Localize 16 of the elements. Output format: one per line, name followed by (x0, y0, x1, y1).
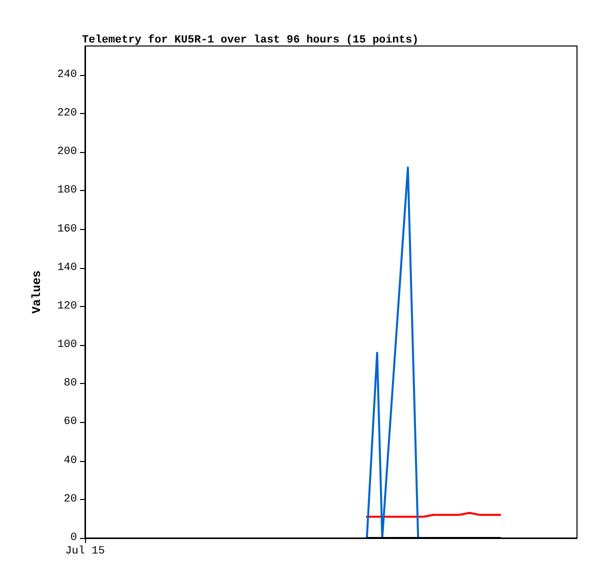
y-tick-label: 200 (57, 146, 77, 158)
y-tick-label: 80 (64, 378, 77, 390)
chart-title: Telemetry for KU5R-1 over last 96 hours (15 points) (82, 34, 419, 46)
y-tick-label: 180 (57, 184, 77, 197)
y-tick-label: 100 (57, 339, 77, 352)
y-tick-label: 140 (57, 262, 77, 274)
y-tick-label: 40 (64, 454, 77, 467)
y-tick-label: 60 (64, 416, 77, 428)
y-tick-label: 120 (57, 300, 77, 312)
x-tick-label: Jul 15 (65, 546, 105, 558)
y-tick-label: 0 (70, 532, 77, 544)
y-tick-label: 20 (64, 493, 77, 506)
y-tick-label: 220 (57, 108, 77, 120)
y-tick-label: 240 (57, 68, 77, 81)
y-axis-title: Values (30, 270, 44, 314)
y-tick-label: 160 (57, 223, 77, 236)
